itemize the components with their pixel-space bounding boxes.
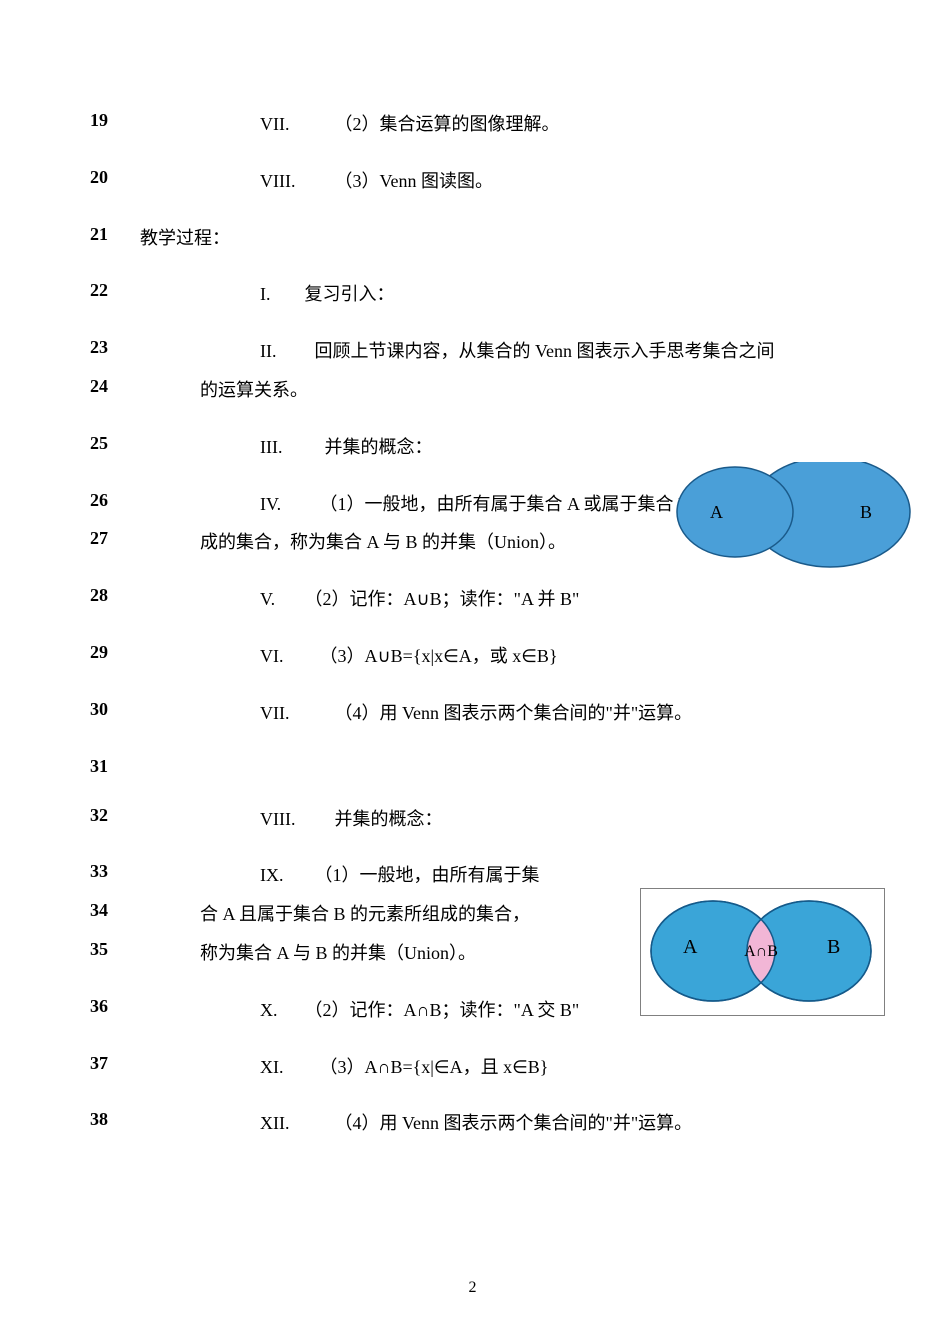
line-body: 称为集合 A 与 B 的并集（Union）。 [200,939,560,968]
line-21: 21 教学过程： [90,224,855,253]
line-body: VII. （2）集合运算的图像理解。 [260,110,560,139]
line-number: 35 [90,939,128,960]
line-text: 回顾上节课内容，从集合的 Venn 图表示入手思考集合之间 [315,341,775,361]
line-number: 34 [90,900,128,921]
line-body: VIII. 并集的概念： [260,805,443,834]
line-32: 32 VIII. 并集的概念： [90,805,855,834]
venn-union-svg: A B [675,462,915,572]
line-24: 24 的运算关系。 [90,376,855,405]
line-text: 合 A 且属于集合 B 的元素所组成的集合， [200,904,530,924]
line-text: （3）A∪B={x|x∈A，或 x∈B} [320,646,558,666]
line-number: 25 [90,433,128,454]
venn-label-a: A [683,936,698,958]
line-text: 的运算关系。 [200,380,308,400]
line-body: XI. （3）A∩B={x|∈A，且 x∈B} [260,1053,548,1082]
line-number: 23 [90,337,128,358]
line-number: 36 [90,996,128,1017]
line-text: 成的集合，称为集合 A 与 B 的并集（Union）。 [200,532,566,552]
venn-label-a: A [710,502,723,522]
line-body: I. 复习引入： [260,280,395,309]
line-text: （3）Venn 图读图。 [335,171,494,191]
venn-label-b: B [860,502,872,522]
roman-numeral: VIII. [260,809,330,830]
line-number: 20 [90,167,128,188]
line-25: 25 III. 并集的概念： [90,433,855,462]
roman-numeral: VII. [260,114,330,135]
line-33: 33 IX. （1）一般地，由所有属于集 [90,861,855,890]
line-22: 22 I. 复习引入： [90,280,855,309]
line-body: VIII. （3）Venn 图读图。 [260,167,493,196]
line-body: 教学过程： [140,224,230,253]
line-text: （2）记作：A∪B；读作："A 并 B" [305,589,580,609]
roman-numeral: I. [260,284,300,305]
roman-numeral: VII. [260,703,330,724]
line-number: 29 [90,642,128,663]
line-text: 并集的概念： [335,809,443,829]
roman-numeral: II. [260,341,310,362]
line-body: 的运算关系。 [200,376,308,405]
line-number: 27 [90,528,128,549]
line-31: 31 [90,756,855,777]
line-body: XII. （4）用 Venn 图表示两个集合间的"并"运算。 [260,1109,692,1138]
roman-numeral: XII. [260,1113,330,1134]
roman-numeral: XI. [260,1057,315,1078]
line-body: IX. （1）一般地，由所有属于集 [260,861,620,890]
venn-label-intersection: A∩B [744,943,778,960]
roman-numeral: V. [260,589,300,610]
line-30: 30 VII. （4）用 Venn 图表示两个集合间的"并"运算。 [90,699,855,728]
line-body: III. 并集的概念： [260,433,433,462]
line-body: II. 回顾上节课内容，从集合的 Venn 图表示入手思考集合之间 [260,337,775,366]
line-body: X. （2）记作：A∩B；读作："A 交 B" [260,996,579,1025]
line-23: 23 II. 回顾上节课内容，从集合的 Venn 图表示入手思考集合之间 [90,337,855,366]
line-20: 20 VIII. （3）Venn 图读图。 [90,167,855,196]
line-text: 称为集合 A 与 B 的并集（Union）。 [200,943,476,963]
line-number: 22 [90,280,128,301]
venn-intersection-svg: A B A∩B [640,888,885,1016]
line-body: VII. （4）用 Venn 图表示两个集合间的"并"运算。 [260,699,692,728]
line-number: 33 [90,861,128,882]
line-number: 19 [90,110,128,131]
line-number: 38 [90,1109,128,1130]
line-number: 26 [90,490,128,511]
line-29: 29 VI. （3）A∪B={x|x∈A，或 x∈B} [90,642,855,671]
line-number: 21 [90,224,128,245]
line-number: 24 [90,376,128,397]
page-content: 19 VII. （2）集合运算的图像理解。 20 VIII. （3）Venn 图… [0,0,945,1216]
venn-intersection-diagram: A B A∩B [640,888,885,1021]
line-text: 并集的概念： [325,437,433,457]
venn-circle-a [677,467,793,557]
line-text: （2）集合运算的图像理解。 [335,114,560,134]
line-number: 37 [90,1053,128,1074]
line-number: 31 [90,756,128,777]
line-text: （2）记作：A∩B；读作："A 交 B" [305,1000,580,1020]
line-number: 28 [90,585,128,606]
roman-numeral: IV. [260,494,315,515]
line-19: 19 VII. （2）集合运算的图像理解。 [90,110,855,139]
line-body: 合 A 且属于集合 B 的元素所组成的集合， [200,900,560,929]
roman-numeral: X. [260,1000,300,1021]
line-body: 成的集合，称为集合 A 与 B 的并集（Union）。 [200,528,566,557]
line-number: 32 [90,805,128,826]
roman-numeral: IX. [260,865,310,886]
line-body: V. （2）记作：A∪B；读作："A 并 B" [260,585,579,614]
line-text: 教学过程： [140,228,230,248]
page-number: 2 [0,1279,945,1297]
line-text: （4）用 Venn 图表示两个集合间的"并"运算。 [335,1113,693,1133]
line-text: （4）用 Venn 图表示两个集合间的"并"运算。 [335,703,693,723]
venn-label-b: B [827,936,840,958]
roman-numeral: III. [260,437,320,458]
venn-union-diagram: A B [675,462,915,577]
line-text: （1）一般地，由所有属于集 [315,865,540,885]
line-28: 28 V. （2）记作：A∪B；读作："A 并 B" [90,585,855,614]
roman-numeral: VIII. [260,171,330,192]
roman-numeral: VI. [260,646,315,667]
line-text: 复习引入： [305,284,395,304]
line-37: 37 XI. （3）A∩B={x|∈A，且 x∈B} [90,1053,855,1082]
line-text: （3）A∩B={x|∈A，且 x∈B} [320,1057,549,1077]
line-body: VI. （3）A∪B={x|x∈A，或 x∈B} [260,642,558,671]
line-38: 38 XII. （4）用 Venn 图表示两个集合间的"并"运算。 [90,1109,855,1138]
line-number: 30 [90,699,128,720]
